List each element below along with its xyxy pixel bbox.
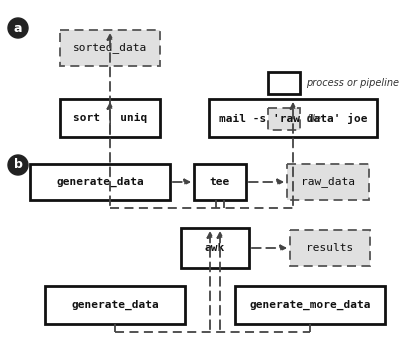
Text: b: b: [13, 158, 22, 172]
Text: sort | uniq: sort | uniq: [73, 112, 147, 124]
FancyBboxPatch shape: [268, 72, 300, 94]
Circle shape: [8, 18, 28, 38]
FancyBboxPatch shape: [235, 286, 385, 324]
FancyBboxPatch shape: [290, 230, 370, 266]
Text: process or pipeline: process or pipeline: [306, 78, 399, 88]
FancyBboxPatch shape: [30, 164, 170, 200]
FancyBboxPatch shape: [209, 99, 377, 137]
FancyBboxPatch shape: [60, 30, 160, 66]
Circle shape: [8, 155, 28, 175]
Text: results: results: [306, 243, 354, 253]
Text: generate_data: generate_data: [71, 300, 159, 310]
FancyBboxPatch shape: [45, 286, 185, 324]
Text: mail -s 'raw data' joe: mail -s 'raw data' joe: [219, 112, 367, 124]
FancyBboxPatch shape: [60, 99, 160, 137]
Text: awk: awk: [205, 243, 225, 253]
Text: generate_more_data: generate_more_data: [249, 300, 371, 310]
FancyBboxPatch shape: [181, 228, 249, 268]
Text: tee: tee: [210, 177, 230, 187]
FancyBboxPatch shape: [287, 164, 369, 200]
Text: generate_data: generate_data: [56, 177, 144, 187]
Text: sorted_data: sorted_data: [73, 43, 147, 53]
Text: file: file: [306, 114, 321, 124]
Text: raw_data: raw_data: [301, 176, 355, 188]
Text: a: a: [14, 21, 22, 35]
FancyBboxPatch shape: [194, 164, 246, 200]
FancyBboxPatch shape: [268, 108, 300, 130]
